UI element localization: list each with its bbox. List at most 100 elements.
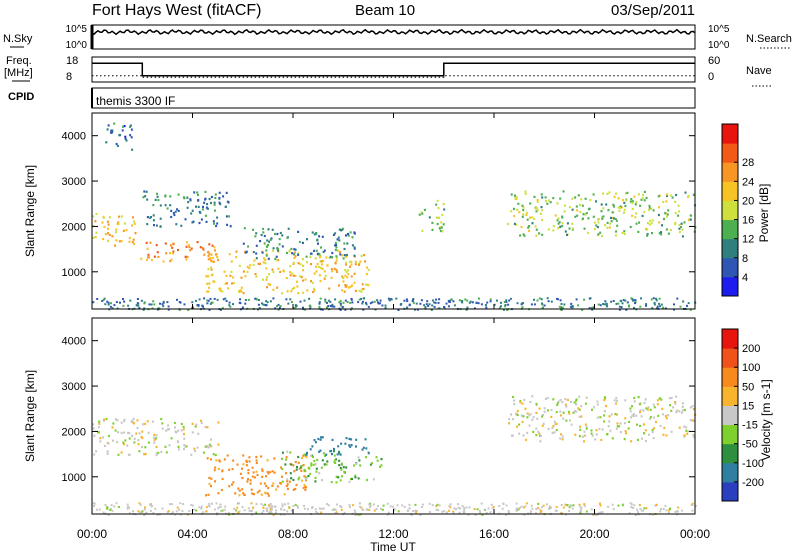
- echo-cell: [211, 273, 214, 276]
- echo-cell: [284, 503, 286, 506]
- echo-cell: [311, 281, 314, 284]
- echo-cell: [228, 301, 231, 304]
- echo-cell: [305, 455, 308, 459]
- nave-trace: [92, 75, 695, 78]
- echo-cell: [236, 463, 239, 466]
- echo-cell: [631, 200, 634, 203]
- echo-cell: [292, 478, 295, 481]
- echo-cell: [204, 445, 207, 448]
- echo-cell: [423, 208, 426, 211]
- echo-cell: [436, 216, 438, 219]
- echo-cell: [296, 505, 299, 507]
- echo-cell: [563, 303, 566, 306]
- echo-cell: [578, 415, 581, 418]
- echo-cell: [535, 234, 538, 237]
- echo-cell: [379, 299, 382, 302]
- echo-cell: [630, 297, 633, 300]
- echo-cell: [634, 299, 637, 302]
- echo-cell: [351, 284, 354, 287]
- echo-cell: [412, 301, 415, 304]
- echo-cell: [526, 218, 529, 221]
- echo-cell: [114, 418, 117, 421]
- echo-cell: [207, 299, 210, 302]
- echo-cell: [694, 504, 697, 507]
- echo-cell: [262, 510, 265, 512]
- echo-cell: [239, 472, 242, 475]
- echo-cell: [183, 444, 186, 447]
- echo-cell: [216, 298, 219, 301]
- echo-cell: [225, 282, 228, 285]
- colorbar-tick-label: 16: [742, 215, 754, 227]
- echo-cell: [218, 201, 221, 204]
- echo-cell: [246, 480, 249, 483]
- echo-cell: [687, 430, 690, 433]
- echo-cell: [361, 283, 364, 286]
- echo-cell: [260, 233, 263, 237]
- echo-cell: [602, 192, 605, 195]
- echo-cell: [650, 222, 653, 225]
- echo-cell: [341, 275, 344, 278]
- echo-cell: [692, 193, 695, 196]
- echo-cell: [439, 229, 442, 233]
- echo-cell: [337, 476, 340, 479]
- echo-cell: [110, 302, 112, 305]
- echo-cell: [603, 399, 606, 402]
- echo-cell: [585, 427, 588, 430]
- echo-cell: [235, 250, 238, 253]
- echo-cell: [437, 307, 440, 310]
- echo-cell: [310, 464, 313, 467]
- echo-cell: [620, 300, 623, 303]
- echo-cell: [676, 409, 679, 412]
- echo-cell: [558, 305, 561, 308]
- echo-cell: [240, 276, 243, 279]
- range-tick-label: 1000: [62, 267, 86, 279]
- echo-cell: [107, 124, 110, 127]
- echo-cell: [175, 431, 178, 434]
- colorbar-swatch: [722, 143, 738, 163]
- echo-cell: [561, 435, 564, 438]
- echo-cell: [601, 217, 604, 220]
- echo-cell: [367, 268, 370, 272]
- echo-cell: [310, 263, 312, 266]
- echo-cell: [522, 209, 525, 212]
- echo-cell: [468, 301, 471, 304]
- velocity-ylabel: Slant Range [km]: [23, 370, 37, 462]
- echo-cell: [649, 416, 652, 419]
- echo-cell: [437, 207, 440, 210]
- echo-cell: [330, 450, 333, 453]
- echo-cell: [304, 488, 307, 491]
- echo-cell: [142, 308, 145, 311]
- echo-cell: [544, 196, 547, 199]
- echo-cell: [196, 241, 199, 244]
- echo-cell: [265, 475, 268, 478]
- echo-cell: [157, 199, 160, 202]
- echo-cell: [99, 437, 102, 440]
- echo-cell: [557, 400, 560, 403]
- echo-cell: [381, 304, 384, 307]
- echo-cell: [129, 299, 132, 302]
- echo-cell: [103, 225, 106, 229]
- echo-cell: [668, 507, 671, 510]
- echo-cell: [552, 225, 555, 228]
- echo-cell: [628, 420, 631, 423]
- echo-cell: [523, 398, 526, 401]
- echo-cell: [283, 493, 286, 496]
- echo-cell: [331, 453, 333, 456]
- echo-cell: [329, 304, 332, 307]
- echo-cell: [567, 410, 570, 413]
- echo-cell: [289, 451, 292, 454]
- echo-cell: [255, 252, 258, 255]
- echo-cell: [273, 471, 276, 474]
- echo-cell: [144, 506, 146, 509]
- echo-cell: [334, 298, 337, 301]
- echo-cell: [209, 256, 212, 260]
- echo-cell: [513, 222, 516, 225]
- echo-cell: [645, 196, 648, 200]
- echo-cell: [681, 409, 684, 412]
- echo-cell: [615, 427, 618, 430]
- echo-cell: [570, 423, 573, 426]
- echo-cell: [196, 191, 199, 194]
- echo-cell: [95, 450, 98, 453]
- echo-cell: [124, 439, 127, 442]
- echo-cell: [660, 233, 663, 236]
